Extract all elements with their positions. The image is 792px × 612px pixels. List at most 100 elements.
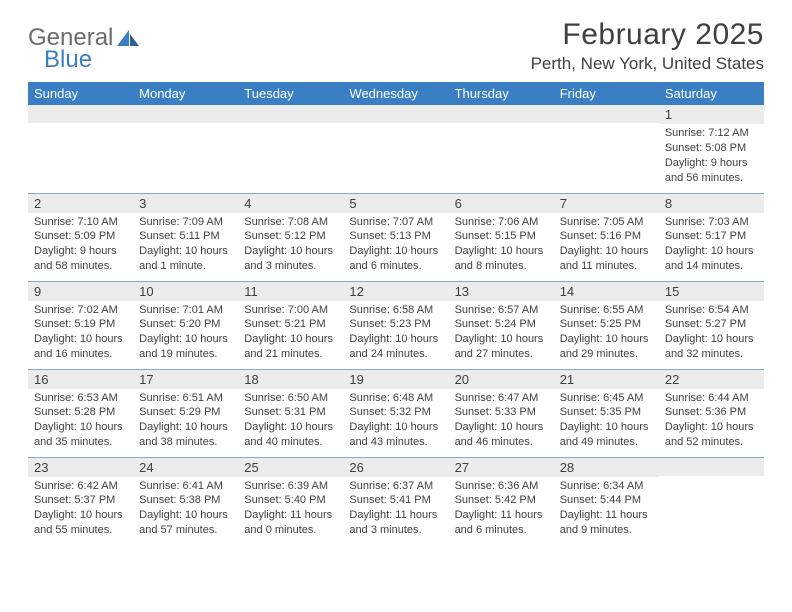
day-number: 22	[659, 370, 764, 389]
week-row: 23Sunrise: 6:42 AMSunset: 5:37 PMDayligh…	[28, 457, 764, 545]
sunrise-line: Sunrise: 7:08 AM	[244, 215, 337, 230]
day-cell: 11Sunrise: 7:00 AMSunset: 5:21 PMDayligh…	[238, 281, 343, 369]
day-cell: 16Sunrise: 6:53 AMSunset: 5:28 PMDayligh…	[28, 369, 133, 457]
daylight-line: Daylight: 10 hours and 38 minutes.	[139, 420, 232, 450]
day-cell: 8Sunrise: 7:03 AMSunset: 5:17 PMDaylight…	[659, 193, 764, 281]
sunset-line: Sunset: 5:41 PM	[349, 493, 442, 508]
day-details: Sunrise: 6:57 AMSunset: 5:24 PMDaylight:…	[449, 301, 554, 366]
sunset-line: Sunset: 5:25 PM	[560, 317, 653, 332]
day-number: 8	[659, 194, 764, 213]
day-cell: 23Sunrise: 6:42 AMSunset: 5:37 PMDayligh…	[28, 457, 133, 545]
day-number: 13	[449, 282, 554, 301]
day-details: Sunrise: 6:36 AMSunset: 5:42 PMDaylight:…	[449, 477, 554, 542]
sunrise-line: Sunrise: 7:05 AM	[560, 215, 653, 230]
sunset-line: Sunset: 5:33 PM	[455, 405, 548, 420]
day-number: 19	[343, 370, 448, 389]
daylight-line: Daylight: 11 hours and 6 minutes.	[455, 508, 548, 538]
day-number	[554, 105, 659, 123]
sunrise-line: Sunrise: 6:39 AM	[244, 479, 337, 494]
sunset-line: Sunset: 5:27 PM	[665, 317, 758, 332]
day-cell: 25Sunrise: 6:39 AMSunset: 5:40 PMDayligh…	[238, 457, 343, 545]
daylight-line: Daylight: 10 hours and 49 minutes.	[560, 420, 653, 450]
sunrise-line: Sunrise: 7:06 AM	[455, 215, 548, 230]
day-details: Sunrise: 6:39 AMSunset: 5:40 PMDaylight:…	[238, 477, 343, 542]
sunset-line: Sunset: 5:24 PM	[455, 317, 548, 332]
day-number: 3	[133, 194, 238, 213]
daylight-line: Daylight: 10 hours and 24 minutes.	[349, 332, 442, 362]
daylight-line: Daylight: 10 hours and 32 minutes.	[665, 332, 758, 362]
day-details: Sunrise: 6:44 AMSunset: 5:36 PMDaylight:…	[659, 389, 764, 454]
day-cell: 15Sunrise: 6:54 AMSunset: 5:27 PMDayligh…	[659, 281, 764, 369]
day-cell: 20Sunrise: 6:47 AMSunset: 5:33 PMDayligh…	[449, 369, 554, 457]
day-details: Sunrise: 7:06 AMSunset: 5:15 PMDaylight:…	[449, 213, 554, 278]
header: General February 2025 Perth, New York, U…	[28, 18, 764, 74]
day-details: Sunrise: 6:58 AMSunset: 5:23 PMDaylight:…	[343, 301, 448, 366]
day-number	[28, 105, 133, 123]
day-cell	[238, 105, 343, 193]
day-cell: 4Sunrise: 7:08 AMSunset: 5:12 PMDaylight…	[238, 193, 343, 281]
day-cell: 27Sunrise: 6:36 AMSunset: 5:42 PMDayligh…	[449, 457, 554, 545]
day-details: Sunrise: 6:37 AMSunset: 5:41 PMDaylight:…	[343, 477, 448, 542]
day-cell: 9Sunrise: 7:02 AMSunset: 5:19 PMDaylight…	[28, 281, 133, 369]
daylight-line: Daylight: 10 hours and 55 minutes.	[34, 508, 127, 538]
sunset-line: Sunset: 5:11 PM	[139, 229, 232, 244]
sunset-line: Sunset: 5:19 PM	[34, 317, 127, 332]
day-number: 2	[28, 194, 133, 213]
day-number: 17	[133, 370, 238, 389]
sunrise-line: Sunrise: 7:01 AM	[139, 303, 232, 318]
day-details: Sunrise: 7:01 AMSunset: 5:20 PMDaylight:…	[133, 301, 238, 366]
day-details: Sunrise: 7:10 AMSunset: 5:09 PMDaylight:…	[28, 213, 133, 278]
day-details: Sunrise: 6:54 AMSunset: 5:27 PMDaylight:…	[659, 301, 764, 366]
sunrise-line: Sunrise: 6:37 AM	[349, 479, 442, 494]
day-number: 9	[28, 282, 133, 301]
day-details: Sunrise: 6:34 AMSunset: 5:44 PMDaylight:…	[554, 477, 659, 542]
day-details: Sunrise: 7:08 AMSunset: 5:12 PMDaylight:…	[238, 213, 343, 278]
daylight-line: Daylight: 11 hours and 3 minutes.	[349, 508, 442, 538]
sunrise-line: Sunrise: 7:03 AM	[665, 215, 758, 230]
daylight-line: Daylight: 10 hours and 21 minutes.	[244, 332, 337, 362]
sunrise-line: Sunrise: 7:10 AM	[34, 215, 127, 230]
sunset-line: Sunset: 5:28 PM	[34, 405, 127, 420]
day-cell	[449, 105, 554, 193]
day-cell: 3Sunrise: 7:09 AMSunset: 5:11 PMDaylight…	[133, 193, 238, 281]
sunrise-line: Sunrise: 6:48 AM	[349, 391, 442, 406]
day-number: 15	[659, 282, 764, 301]
sunrise-line: Sunrise: 6:54 AM	[665, 303, 758, 318]
day-header: Saturday	[659, 82, 764, 105]
day-number: 11	[238, 282, 343, 301]
sunrise-line: Sunrise: 6:45 AM	[560, 391, 653, 406]
day-details: Sunrise: 7:02 AMSunset: 5:19 PMDaylight:…	[28, 301, 133, 366]
day-cell: 7Sunrise: 7:05 AMSunset: 5:16 PMDaylight…	[554, 193, 659, 281]
day-number: 25	[238, 458, 343, 477]
daylight-line: Daylight: 10 hours and 19 minutes.	[139, 332, 232, 362]
sunrise-line: Sunrise: 6:34 AM	[560, 479, 653, 494]
sunset-line: Sunset: 5:21 PM	[244, 317, 337, 332]
day-number: 5	[343, 194, 448, 213]
daylight-line: Daylight: 10 hours and 3 minutes.	[244, 244, 337, 274]
sunset-line: Sunset: 5:35 PM	[560, 405, 653, 420]
day-cell: 18Sunrise: 6:50 AMSunset: 5:31 PMDayligh…	[238, 369, 343, 457]
sunset-line: Sunset: 5:42 PM	[455, 493, 548, 508]
logo-text-blue-wrap: Blue	[44, 46, 92, 74]
daylight-line: Daylight: 10 hours and 35 minutes.	[34, 420, 127, 450]
daylight-line: Daylight: 10 hours and 43 minutes.	[349, 420, 442, 450]
day-number: 20	[449, 370, 554, 389]
day-number: 28	[554, 458, 659, 477]
daylight-line: Daylight: 10 hours and 27 minutes.	[455, 332, 548, 362]
sunrise-line: Sunrise: 6:53 AM	[34, 391, 127, 406]
sunrise-line: Sunrise: 7:07 AM	[349, 215, 442, 230]
day-header: Thursday	[449, 82, 554, 105]
day-cell: 14Sunrise: 6:55 AMSunset: 5:25 PMDayligh…	[554, 281, 659, 369]
month-title: February 2025	[531, 18, 764, 52]
sunrise-line: Sunrise: 7:09 AM	[139, 215, 232, 230]
day-details: Sunrise: 7:09 AMSunset: 5:11 PMDaylight:…	[133, 213, 238, 278]
sunrise-line: Sunrise: 6:44 AM	[665, 391, 758, 406]
day-number: 10	[133, 282, 238, 301]
day-details: Sunrise: 6:41 AMSunset: 5:38 PMDaylight:…	[133, 477, 238, 542]
day-number	[343, 105, 448, 123]
day-cell: 13Sunrise: 6:57 AMSunset: 5:24 PMDayligh…	[449, 281, 554, 369]
day-details: Sunrise: 6:45 AMSunset: 5:35 PMDaylight:…	[554, 389, 659, 454]
day-cell: 28Sunrise: 6:34 AMSunset: 5:44 PMDayligh…	[554, 457, 659, 545]
day-number: 23	[28, 458, 133, 477]
sunrise-line: Sunrise: 6:58 AM	[349, 303, 442, 318]
